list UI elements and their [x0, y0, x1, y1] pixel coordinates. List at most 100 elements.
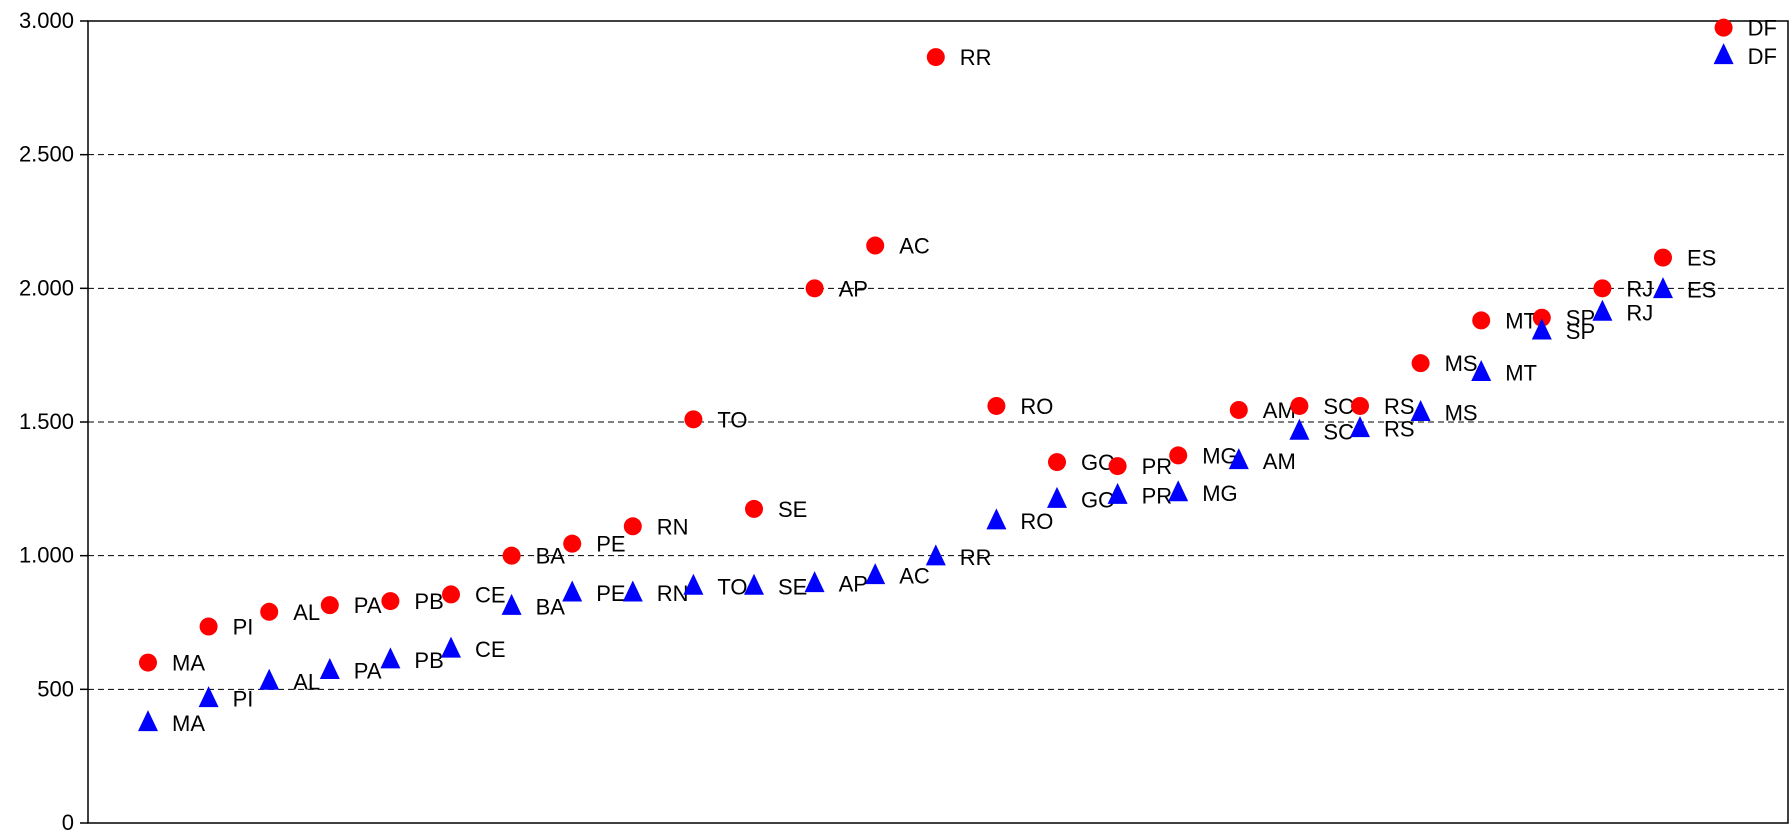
- y-axis: 0 500 1.000 1.500 2.000 2.500 3.000: [19, 8, 88, 835]
- data-point-circle: [1108, 457, 1127, 476]
- data-point-circle: [442, 585, 460, 604]
- data-point-circle: [320, 596, 339, 615]
- data-point-triangle: [1228, 448, 1249, 470]
- point-label: SP: [1566, 319, 1595, 344]
- point-label: SC: [1323, 394, 1354, 419]
- data-point-triangle: [986, 508, 1007, 530]
- point-label: PA: [354, 593, 382, 618]
- data-point-circle: [1472, 311, 1491, 330]
- data-point-triangle: [1471, 359, 1492, 381]
- point-label: AL: [293, 600, 320, 625]
- point-label: MA: [172, 651, 205, 676]
- data-point-triangle: [441, 636, 461, 658]
- data-point-triangle: [1531, 318, 1552, 340]
- point-label: PI: [233, 615, 254, 640]
- data-point-circle: [745, 499, 763, 518]
- point-label: RR: [960, 545, 992, 570]
- data-point-circle: [260, 602, 279, 621]
- y-tick-label: 2.000: [19, 275, 74, 300]
- data-point-triangle: [562, 580, 583, 602]
- point-label: BA: [536, 594, 566, 619]
- point-label: MT: [1505, 308, 1537, 333]
- point-label: RN: [657, 514, 689, 539]
- data-point-circle: [987, 396, 1006, 415]
- data-point-triangle: [1289, 418, 1310, 440]
- data-point-circle: [1351, 396, 1369, 415]
- point-label: TO: [717, 407, 747, 432]
- data-point-circle: [1714, 18, 1733, 37]
- data-point-triangle: [683, 573, 704, 595]
- point-label: MS: [1445, 351, 1478, 376]
- point-label: PB: [414, 648, 443, 673]
- point-label: RJ: [1626, 300, 1653, 325]
- data-point-triangle: [1107, 482, 1128, 504]
- point-label: PR: [1142, 454, 1173, 479]
- point-label: AC: [899, 234, 930, 259]
- data-point-circle: [563, 534, 582, 553]
- point-label: MG: [1202, 481, 1237, 506]
- data-point-triangle: [1350, 416, 1370, 438]
- data-point-circle: [1169, 446, 1188, 465]
- y-tick-label: 3.000: [19, 8, 74, 33]
- data-point-triangle: [804, 571, 825, 593]
- point-label: AC: [899, 564, 930, 589]
- data-point-circle: [684, 410, 703, 429]
- data-point-triangle: [380, 647, 401, 669]
- data-point-triangle: [865, 563, 886, 585]
- data-point-triangle: [622, 580, 643, 602]
- point-label: MA: [172, 711, 205, 736]
- point-label: PB: [414, 589, 443, 614]
- point-label: PA: [354, 659, 382, 684]
- data-point-triangle: [1592, 299, 1613, 321]
- data-point-circle: [502, 546, 521, 565]
- data-point-circle: [199, 617, 218, 636]
- point-label: RO: [1020, 394, 1053, 419]
- point-label: CE: [475, 582, 506, 607]
- data-point-triangle: [198, 686, 219, 708]
- data-point-circle: [1654, 248, 1672, 267]
- data-point-triangle: [1713, 43, 1734, 65]
- data-point-triangle: [925, 544, 946, 566]
- point-label: ES: [1687, 246, 1716, 271]
- data-point-triangle: [1168, 480, 1189, 502]
- data-point-triangle: [1410, 400, 1431, 422]
- point-label: RO: [1020, 509, 1053, 534]
- point-label: PI: [233, 687, 254, 712]
- point-label: SE: [778, 497, 807, 522]
- data-point-circle: [139, 653, 157, 672]
- data-point-triangle: [744, 573, 764, 595]
- point-label: SP: [1566, 306, 1595, 331]
- data-point-triangle: [259, 668, 280, 690]
- data-point-triangle: [1047, 486, 1067, 508]
- point-label: PR: [1142, 484, 1173, 509]
- point-label: DF: [1748, 44, 1777, 69]
- data-point-circle: [1229, 400, 1248, 419]
- point-label: ES: [1687, 278, 1716, 303]
- point-label: BA: [536, 544, 566, 569]
- data-point-circle: [1532, 308, 1551, 327]
- y-tick-label: 1.000: [19, 543, 74, 568]
- point-label: RN: [657, 581, 689, 606]
- data-point-triangle: [138, 710, 158, 732]
- data-point-circle: [1290, 396, 1309, 415]
- point-label: AM: [1263, 398, 1296, 423]
- point-label: MS: [1445, 401, 1478, 426]
- point-label: SC: [1323, 419, 1354, 444]
- point-label: AP: [839, 572, 868, 597]
- point-label: SE: [778, 574, 807, 599]
- point-label: RS: [1384, 394, 1415, 419]
- data-point-circle: [623, 517, 642, 536]
- data-point-circle: [1411, 354, 1430, 373]
- data-point-triangle: [319, 658, 340, 680]
- data-point-circle: [805, 279, 824, 298]
- data-point-circle: [1593, 279, 1612, 298]
- point-label: DF: [1748, 16, 1777, 41]
- point-label: CE: [475, 637, 506, 662]
- point-label: PE: [596, 581, 625, 606]
- point-label: RJ: [1626, 276, 1653, 301]
- y-tick-label: 2.500: [19, 142, 74, 167]
- data-point-circle: [926, 48, 945, 67]
- point-label: PE: [596, 532, 625, 557]
